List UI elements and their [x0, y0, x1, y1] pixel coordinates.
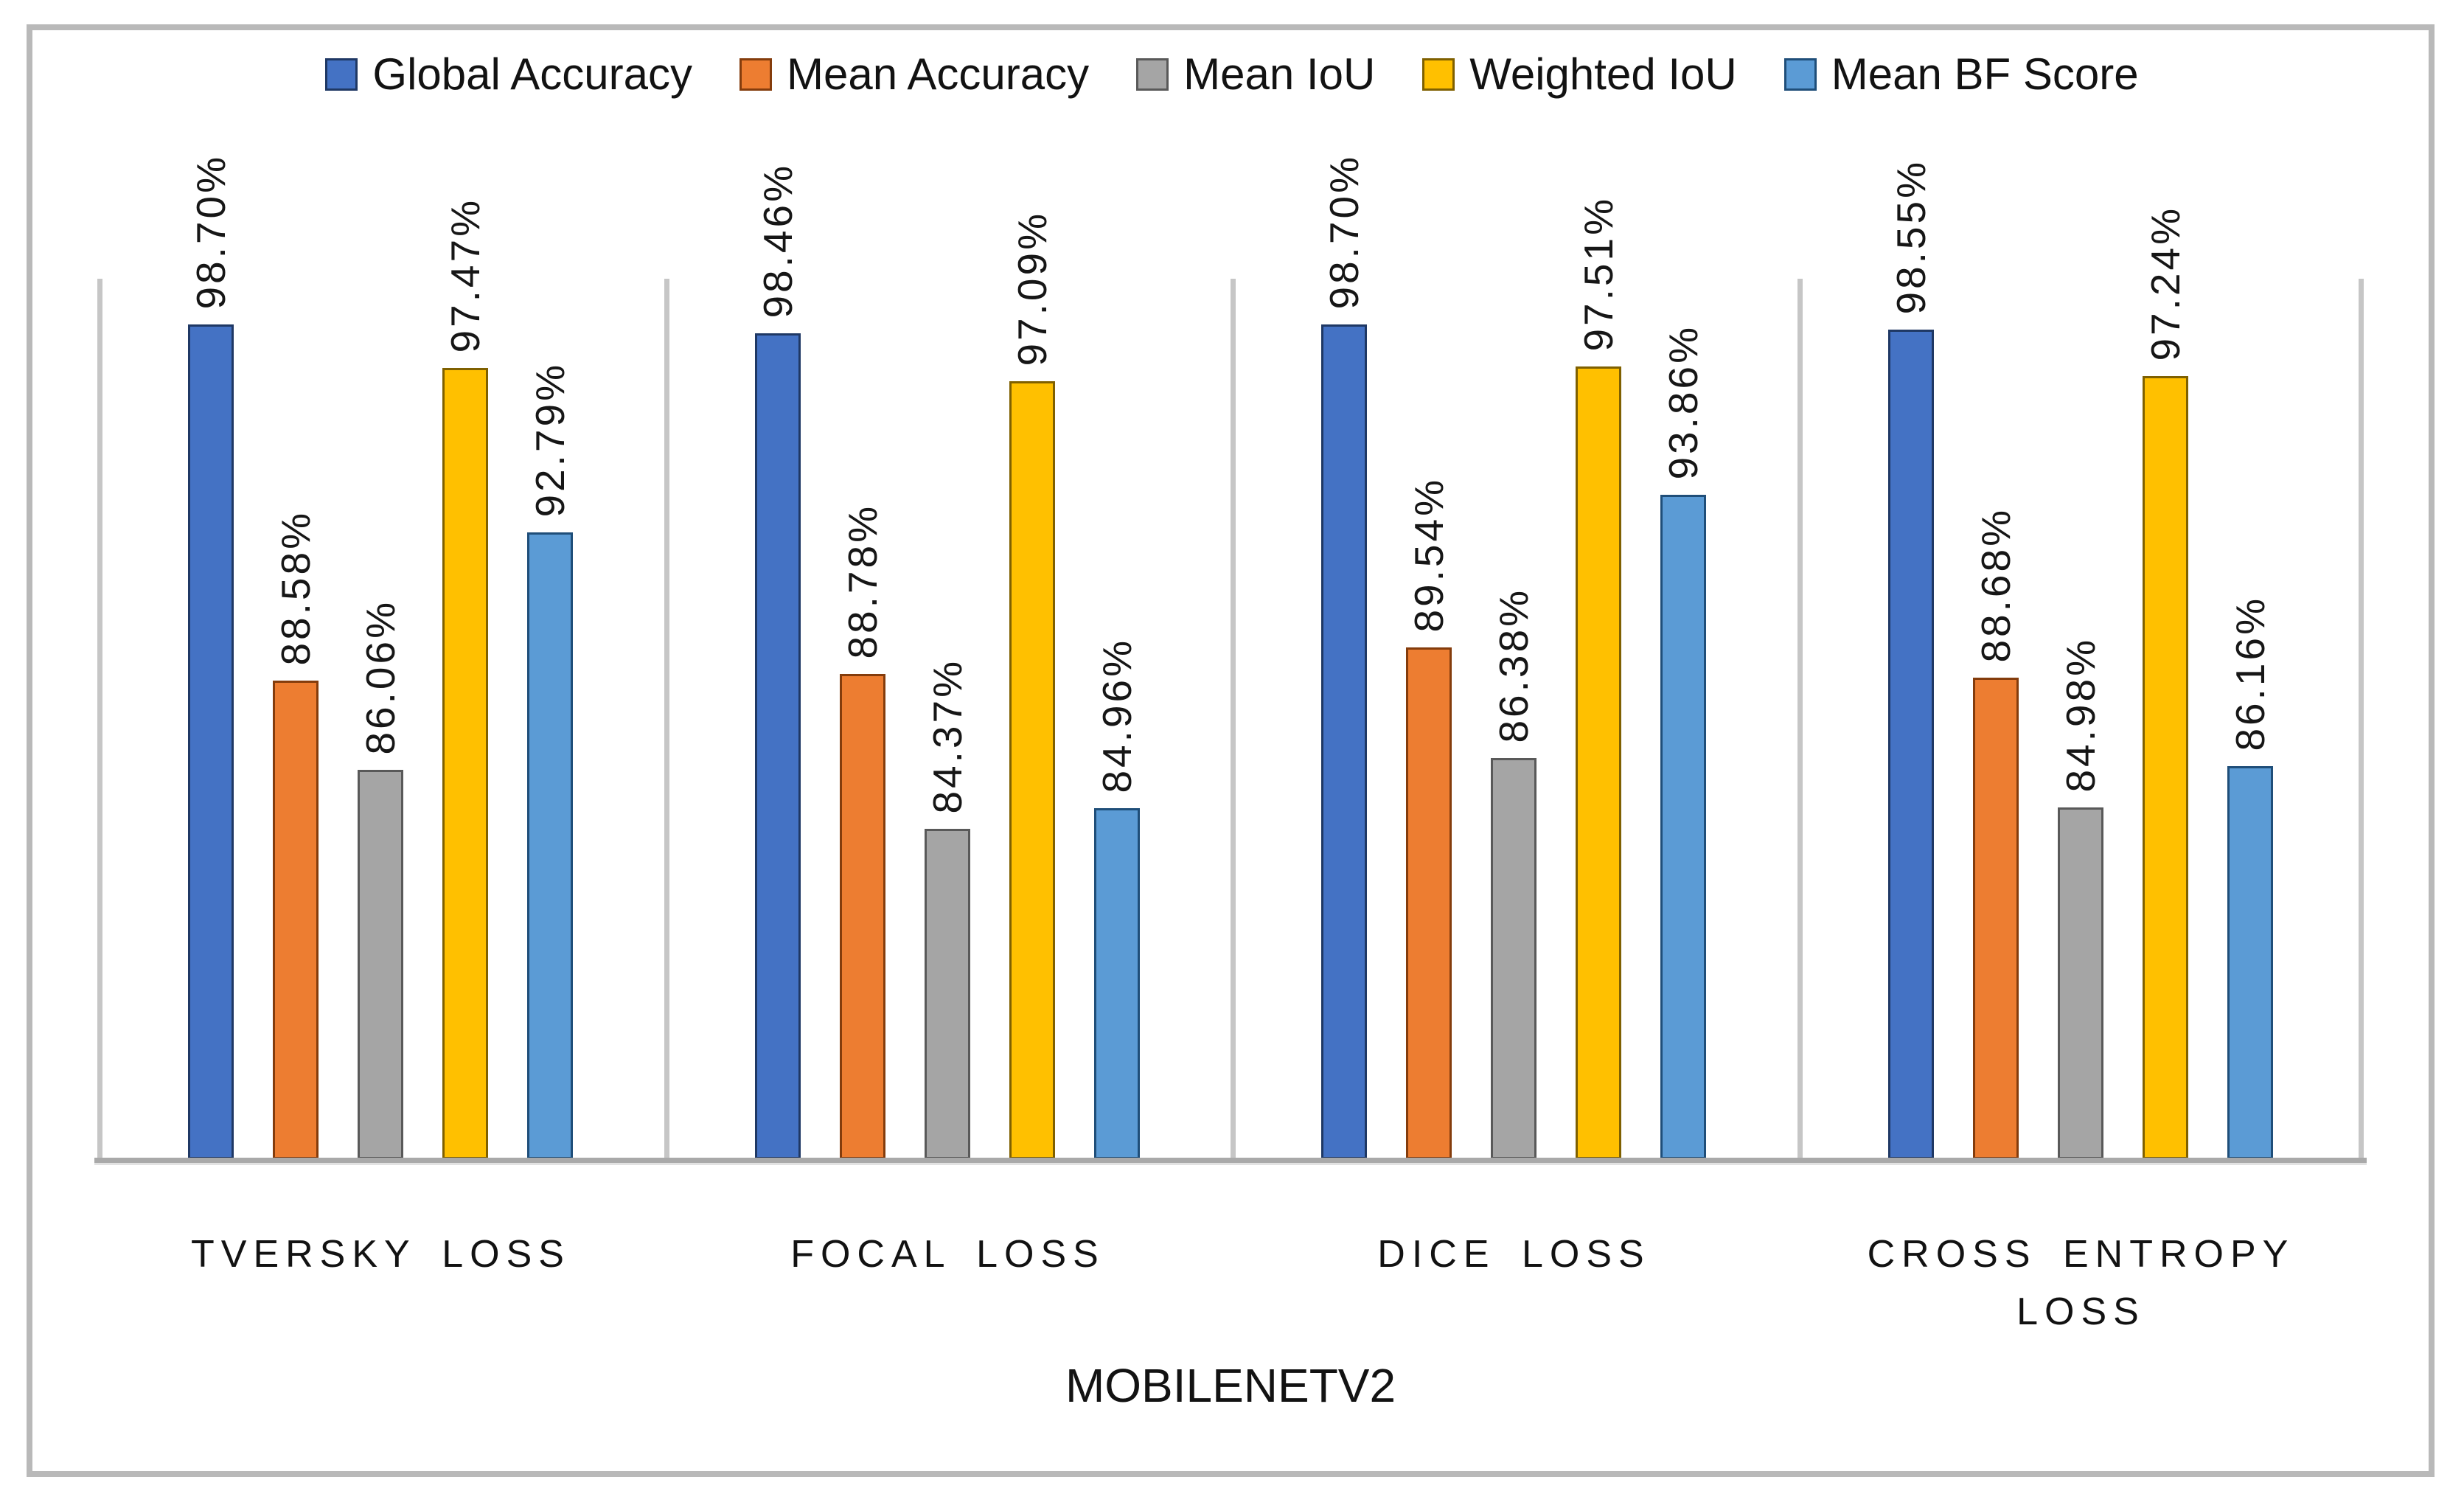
category-separator-line — [97, 279, 102, 1159]
legend-item-mean-iou: Mean IoU — [1136, 49, 1375, 100]
bar-value-label: 86.06% — [357, 599, 403, 755]
legend-swatch-mean-bf-score — [1783, 58, 1817, 91]
bar-mean-accuracy — [273, 681, 319, 1159]
bar-value-label: 84.98% — [2057, 637, 2103, 793]
bar-mean-iou — [2058, 807, 2103, 1159]
bar-value-label: 88.78% — [839, 504, 885, 659]
legend-item-weighted-iou: Weighted IoU — [1422, 49, 1737, 100]
bar-value-label: 98.70% — [1320, 154, 1367, 310]
bar-slot-cross-entropy-loss-weighted-iou: 97.24% — [2143, 206, 2188, 1159]
bar-mean-accuracy — [1973, 678, 2019, 1159]
bar-slot-cross-entropy-loss-mean-iou: 84.98% — [2058, 279, 2103, 1159]
bar-mean-bf-score — [1094, 808, 1140, 1159]
bar-mean-iou — [925, 829, 970, 1159]
bar-weighted-iou — [2143, 376, 2188, 1159]
legend-label: Mean IoU — [1183, 49, 1376, 99]
bar-mean-iou — [358, 770, 403, 1159]
bar-mean-bf-score — [527, 532, 573, 1159]
category-separator-line — [664, 279, 669, 1159]
bar-value-label: 97.09% — [1009, 211, 1055, 366]
bar-slot-focal-loss-mean-accuracy: 88.78% — [840, 279, 885, 1159]
chart-legend: Global Accuracy Mean Accuracy Mean IoU Weig… — [44, 49, 2420, 100]
legend-swatch-mean-accuracy — [739, 58, 772, 91]
bar-global-accuracy — [1888, 330, 1934, 1159]
bar-slot-focal-loss-mean-iou: 84.37% — [925, 279, 970, 1159]
category-axis: TVERSKY LOSS FOCAL LOSS DICE LOSS CROSS ENT… — [97, 1226, 2364, 1403]
bar-mean-accuracy — [840, 674, 885, 1159]
bar-value-label: 98.46% — [754, 163, 801, 319]
bar-slot-dice-loss-mean-accuracy: 89.54% — [1406, 279, 1452, 1159]
legend-swatch-global-accuracy — [325, 58, 358, 91]
bar-value-label: 84.37% — [924, 658, 970, 814]
bar-slot-tversky-loss-global-accuracy: 98.70% — [188, 154, 234, 1159]
bar-value-label: 89.54% — [1405, 477, 1452, 633]
legend-label: Mean Accuracy — [786, 49, 1090, 99]
bar-global-accuracy — [755, 333, 801, 1159]
bar-value-label: 86.16% — [2227, 596, 2273, 751]
bar-slot-focal-loss-global-accuracy: 98.46% — [755, 163, 801, 1159]
bar-mean-accuracy — [1406, 647, 1452, 1159]
bar-slot-dice-loss-weighted-iou: 97.51% — [1576, 196, 1621, 1159]
x-axis-line — [94, 1158, 2367, 1165]
category-label-text: CROSS ENTROPY LOSS — [1867, 1233, 2295, 1333]
bar-value-label: 97.24% — [2142, 206, 2188, 361]
bar-weighted-iou — [1009, 381, 1055, 1159]
legend-label: Mean BF Score — [1831, 49, 2139, 99]
legend-item-mean-accuracy: Mean Accuracy — [739, 49, 1089, 100]
category-label-text: TVERSKY LOSS — [191, 1233, 571, 1276]
plot-area: 98.70% 88.58% 86.06% 97.47% 92.79% 98.46% 88.7… — [97, 154, 2364, 1159]
bar-value-label: 84.96% — [1093, 638, 1140, 793]
category-label-focal-loss: FOCAL LOSS — [664, 1226, 1231, 1283]
bar-slot-dice-loss-mean-bf-score: 93.86% — [1660, 279, 1706, 1159]
bar-value-label: 86.38% — [1490, 588, 1536, 743]
category-label-cross-entropy-loss: CROSS ENTROPY LOSS — [1797, 1226, 2364, 1341]
bar-slot-tversky-loss-weighted-iou: 97.47% — [442, 198, 488, 1159]
bar-value-label: 93.86% — [1660, 324, 1706, 480]
bar-slot-cross-entropy-loss-global-accuracy: 98.55% — [1888, 159, 1934, 1159]
bar-slot-dice-loss-mean-iou: 86.38% — [1491, 279, 1536, 1159]
bar-slot-focal-loss-mean-bf-score: 84.96% — [1094, 279, 1140, 1159]
legend-item-mean-bf-score: Mean BF Score — [1783, 49, 2139, 100]
category-label-text: FOCAL LOSS — [790, 1233, 1105, 1276]
bar-weighted-iou — [442, 368, 488, 1159]
legend-swatch-weighted-iou — [1422, 58, 1455, 91]
bar-slot-tversky-loss-mean-bf-score: 92.79% — [527, 279, 573, 1159]
bar-global-accuracy — [1321, 324, 1367, 1159]
category-separator-line — [1231, 279, 1236, 1159]
category-label-text: DICE LOSS — [1377, 1233, 1651, 1276]
bar-mean-bf-score — [2227, 766, 2273, 1159]
bar-slot-cross-entropy-loss-mean-accuracy: 88.68% — [1973, 279, 2019, 1159]
category-label-tversky-loss: TVERSKY LOSS — [97, 1226, 664, 1283]
bar-slot-tversky-loss-mean-iou: 86.06% — [358, 279, 403, 1159]
legend-label: Global Accuracy — [372, 49, 692, 99]
bar-slot-cross-entropy-loss-mean-bf-score: 86.16% — [2227, 279, 2273, 1159]
bar-weighted-iou — [1576, 366, 1621, 1159]
bar-value-label: 97.47% — [442, 198, 488, 353]
bar-value-label: 97.51% — [1575, 196, 1621, 352]
category-separator-line — [1797, 279, 1803, 1159]
bar-mean-bf-score — [1660, 495, 1706, 1159]
bar-value-label: 88.68% — [1972, 507, 2019, 663]
bar-value-label: 98.55% — [1887, 159, 1934, 315]
bar-value-label: 92.79% — [526, 362, 573, 518]
legend-swatch-mean-iou — [1136, 58, 1169, 91]
bar-slot-dice-loss-global-accuracy: 98.70% — [1321, 154, 1367, 1159]
bar-slot-focal-loss-weighted-iou: 97.09% — [1009, 211, 1055, 1159]
bar-value-label: 88.58% — [272, 510, 319, 666]
legend-item-global-accuracy: Global Accuracy — [325, 49, 692, 100]
bar-slot-tversky-loss-mean-accuracy: 88.58% — [273, 279, 319, 1159]
x-axis-title: MOBILENETV2 — [1065, 1359, 1396, 1412]
category-label-dice-loss: DICE LOSS — [1231, 1226, 1797, 1283]
bar-value-label: 98.70% — [187, 154, 234, 310]
legend-label: Weighted IoU — [1469, 49, 1737, 99]
bar-mean-iou — [1491, 758, 1536, 1159]
category-separator-line — [2359, 279, 2364, 1159]
bar-global-accuracy — [188, 324, 234, 1159]
